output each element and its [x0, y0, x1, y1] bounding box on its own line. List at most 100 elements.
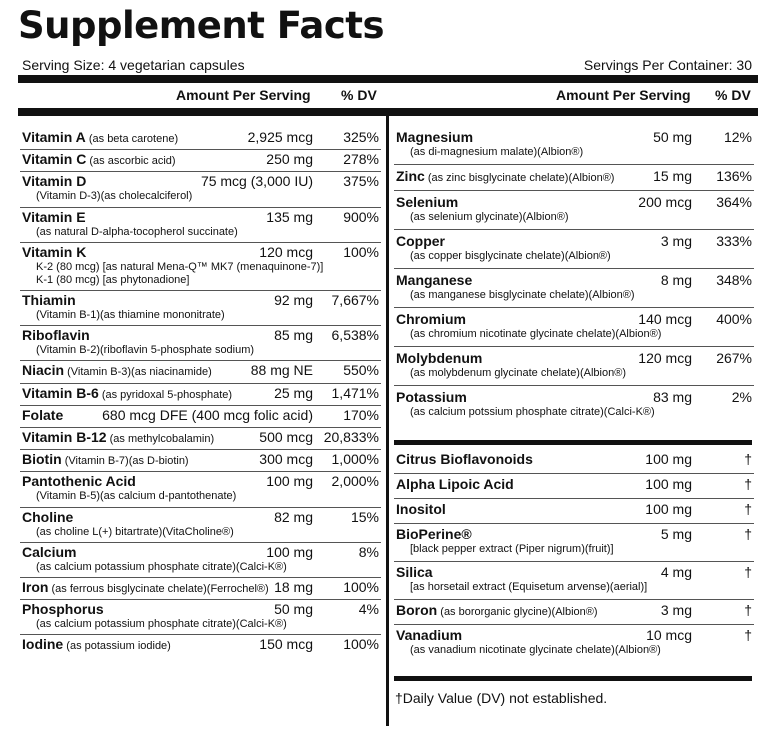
nutrient-source: (Vitamin B-3)(as niacinamide): [64, 366, 212, 379]
nutrient-dv: 170%: [343, 406, 379, 423]
row-divider: [20, 289, 381, 291]
nutrient-name-text: Vitamin C: [22, 151, 87, 168]
nutrient-dv: 20,833%: [323, 429, 379, 445]
nutrient-dv: †: [744, 451, 752, 467]
nutrient-name-text: Alpha Lipoic Acid: [396, 476, 514, 492]
nutrient-name: Manganese: [396, 272, 472, 289]
nutrient-name-text: Vitamin E: [22, 208, 86, 225]
nutrient-dv: †: [744, 476, 752, 492]
nutrient-detail: (as natural D-alpha-tocopherol succinate…: [36, 225, 238, 238]
nutrient-name-text: Choline: [22, 508, 74, 525]
nutrient-detail: [as horsetail extract (Equisetum arvense…: [410, 581, 648, 593]
nutrient-dv: †: [744, 602, 752, 618]
nutrient-name: Vitamin C (as ascorbic acid): [22, 151, 176, 170]
nutrient-dv: 136%: [716, 168, 752, 184]
nutrient-name-text: Citrus Bioflavonoids: [396, 451, 533, 467]
nutrient-dv: †: [744, 564, 752, 580]
nutrient-source: (as pyridoxal 5-phosphate): [98, 388, 233, 401]
nutrient-name: Riboflavin: [22, 327, 90, 344]
section-thick-rule: [394, 440, 752, 445]
nutrient-detail: (as copper bisglycinate chelate)(Albion®…: [410, 250, 611, 262]
nutrient-dv: 375%: [343, 173, 379, 190]
nutrient-name: Vitamin D: [22, 173, 86, 190]
nutrient-name-text: Magnesium: [396, 129, 474, 145]
nutrient-dv: †: [744, 627, 752, 643]
row-divider: [20, 382, 381, 384]
nutrient-dv: 8%: [358, 543, 379, 560]
nutrient-amount: 2,925 mcg: [247, 129, 313, 145]
row-divider: [394, 346, 754, 347]
nutrient-amount: 85 mg: [274, 327, 313, 344]
row-divider: [20, 149, 381, 151]
nutrient-dv: 12%: [723, 129, 752, 145]
nutrient-name: Phosphorus: [22, 601, 104, 618]
nutrient-detail: (as calcium potassium phosphate citrate)…: [36, 560, 287, 573]
nutrient-name: Alpha Lipoic Acid: [396, 476, 514, 493]
row-divider: [20, 206, 381, 208]
nutrient-dv: †: [744, 526, 752, 542]
nutrient-dv: 364%: [716, 194, 752, 210]
nutrient-amount: 82 mg: [274, 508, 313, 525]
nutrient-source: (as ferrous bisglycinate chelate)(Ferroc…: [48, 583, 269, 595]
nutrient-dv: 7,667%: [331, 292, 379, 308]
nutrient-name: Citrus Bioflavonoids: [396, 451, 533, 468]
nutrient-name: Chromium: [396, 311, 466, 328]
footnote: †Daily Value (DV) not established.: [395, 690, 608, 706]
nutrient-dv: 4%: [358, 601, 379, 618]
nutrient-detail: (as choline L(+) bitartrate)(VitaCholine…: [36, 525, 234, 538]
nutrient-source: (as methylcobalamin): [106, 433, 215, 445]
row-divider: [394, 164, 754, 165]
left-dv-header: % DV: [341, 87, 377, 103]
nutrient-name-text: Potassium: [396, 389, 467, 405]
nutrient-name-text: Chromium: [396, 311, 466, 327]
nutrient-detail: (as vanadium nicotinate glycinate chelat…: [410, 644, 661, 656]
nutrient-amount: 25 mg: [274, 384, 313, 401]
row-divider: [20, 171, 381, 173]
nutrient-detail: K-2 (80 mcg) [as natural Mena-Q™ MK7 (me…: [36, 260, 324, 273]
nutrient-dv: 400%: [716, 311, 752, 327]
nutrient-name-text: Vitamin B-6: [22, 384, 99, 401]
row-divider: [20, 599, 381, 601]
nutrient-amount: 100 mg: [645, 476, 692, 492]
nutrient-name: Niacin (Vitamin B-3)(as niacinamide): [22, 362, 212, 381]
nutrient-amount: 18 mg: [274, 579, 313, 595]
left-amount-header: Amount Per Serving: [176, 87, 311, 103]
nutrient-name: Vitamin A (as beta carotene): [22, 129, 178, 148]
nutrient-name: Vitamin B-12 (as methylcobalamin): [22, 429, 214, 448]
nutrient-name-text: Niacin: [22, 362, 65, 379]
nutrient-amount: 500 mcg: [259, 429, 313, 445]
panel-title: Supplement Facts: [18, 4, 385, 47]
row-divider: [394, 472, 754, 474]
nutrient-dv: 1,000%: [331, 451, 379, 468]
nutrient-name: Magnesium: [396, 129, 473, 146]
nutrient-amount: 8 mg: [660, 272, 692, 288]
nutrient-detail: [black pepper extract (Piper nigrum)(fru…: [410, 543, 614, 555]
nutrient-dv: 900%: [343, 208, 379, 225]
nutrient-detail: K-1 (80 mcg) [as phytonadione]: [36, 273, 190, 286]
nutrient-name-text: Phosphorus: [22, 601, 104, 618]
nutrient-amount: 200 mcg: [638, 194, 692, 210]
row-divider: [394, 268, 754, 269]
nutrient-name: Silica: [396, 564, 433, 581]
nutrient-name-text: Molybdenum: [396, 350, 483, 366]
nutrient-name-text: Vitamin B-12: [22, 429, 107, 445]
nutrient-name-text: Vitamin A: [22, 129, 86, 145]
nutrient-amount: 135 mg: [266, 208, 313, 225]
row-divider: [20, 360, 381, 362]
nutrient-dv: 2,000%: [331, 473, 379, 490]
nutrient-name-text: Riboflavin: [22, 327, 90, 344]
row-divider: [20, 634, 381, 636]
top-thick-rule: [18, 75, 758, 83]
nutrient-amount: 120 mcg: [259, 243, 313, 260]
nutrient-name-text: Vitamin D: [22, 173, 87, 190]
row-divider: [394, 385, 754, 386]
nutrient-name-text: Pantothenic Acid: [22, 473, 136, 490]
nutrient-name-text: BioPerine®: [396, 526, 472, 542]
row-divider: [394, 307, 754, 308]
nutrient-detail: (as molybdenum glycinate chelate)(Albion…: [410, 367, 626, 379]
nutrient-amount: 4 mg: [660, 564, 692, 580]
nutrient-name: Zinc (as zinc bisglycinate chelate)(Albi…: [396, 168, 614, 187]
row-divider: [394, 497, 754, 499]
nutrient-source: (Vitamin B-7)(as D-biotin): [61, 455, 189, 468]
nutrient-dv: 267%: [716, 350, 752, 366]
